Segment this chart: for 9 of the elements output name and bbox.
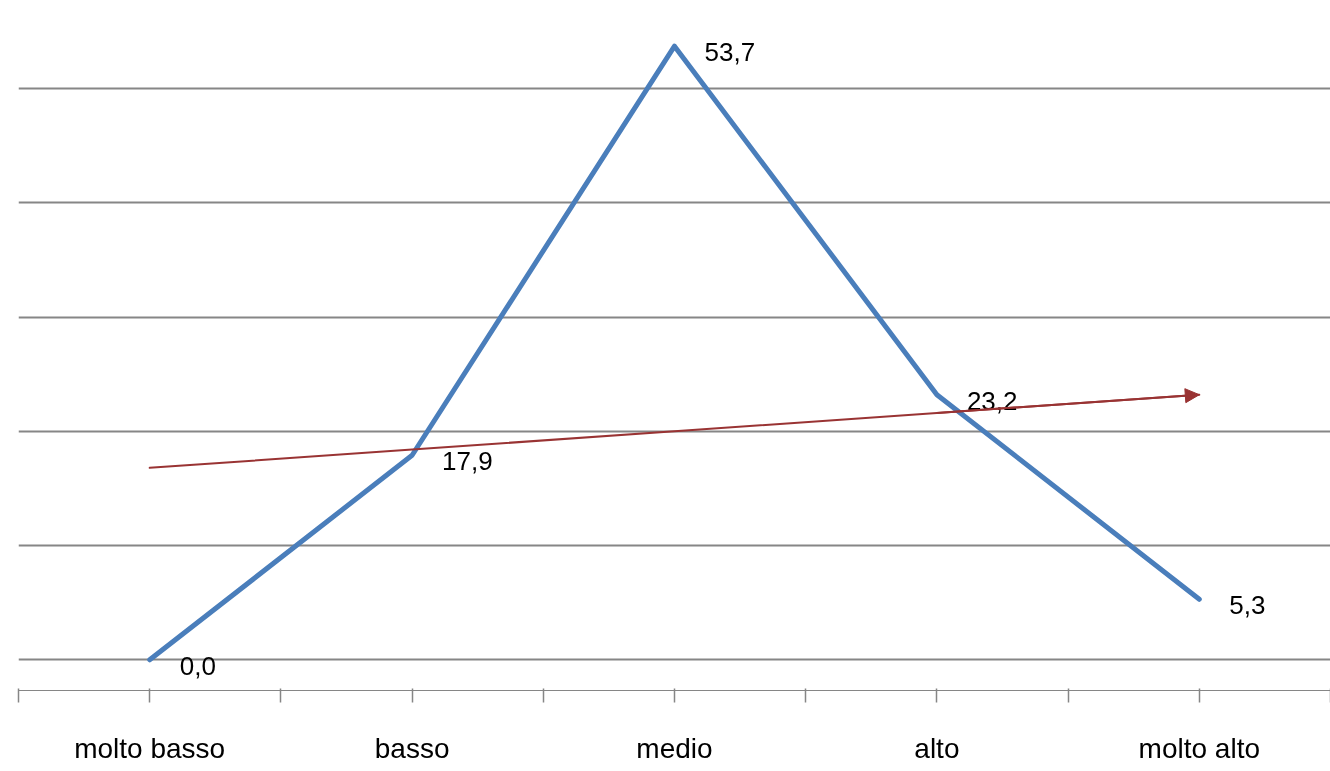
data-label: 5,3	[1229, 590, 1266, 621]
x-tick-label: molto alto	[1138, 732, 1261, 764]
x-tick-label: molto basso	[74, 732, 226, 764]
data-label: 0,0	[179, 650, 216, 681]
x-tick-label: medio	[636, 732, 713, 764]
data-label: 53,7	[704, 37, 756, 68]
x-tick-label: basso	[374, 732, 450, 764]
data-label: 17,9	[442, 446, 493, 477]
x-tick-label: alto	[914, 732, 960, 764]
